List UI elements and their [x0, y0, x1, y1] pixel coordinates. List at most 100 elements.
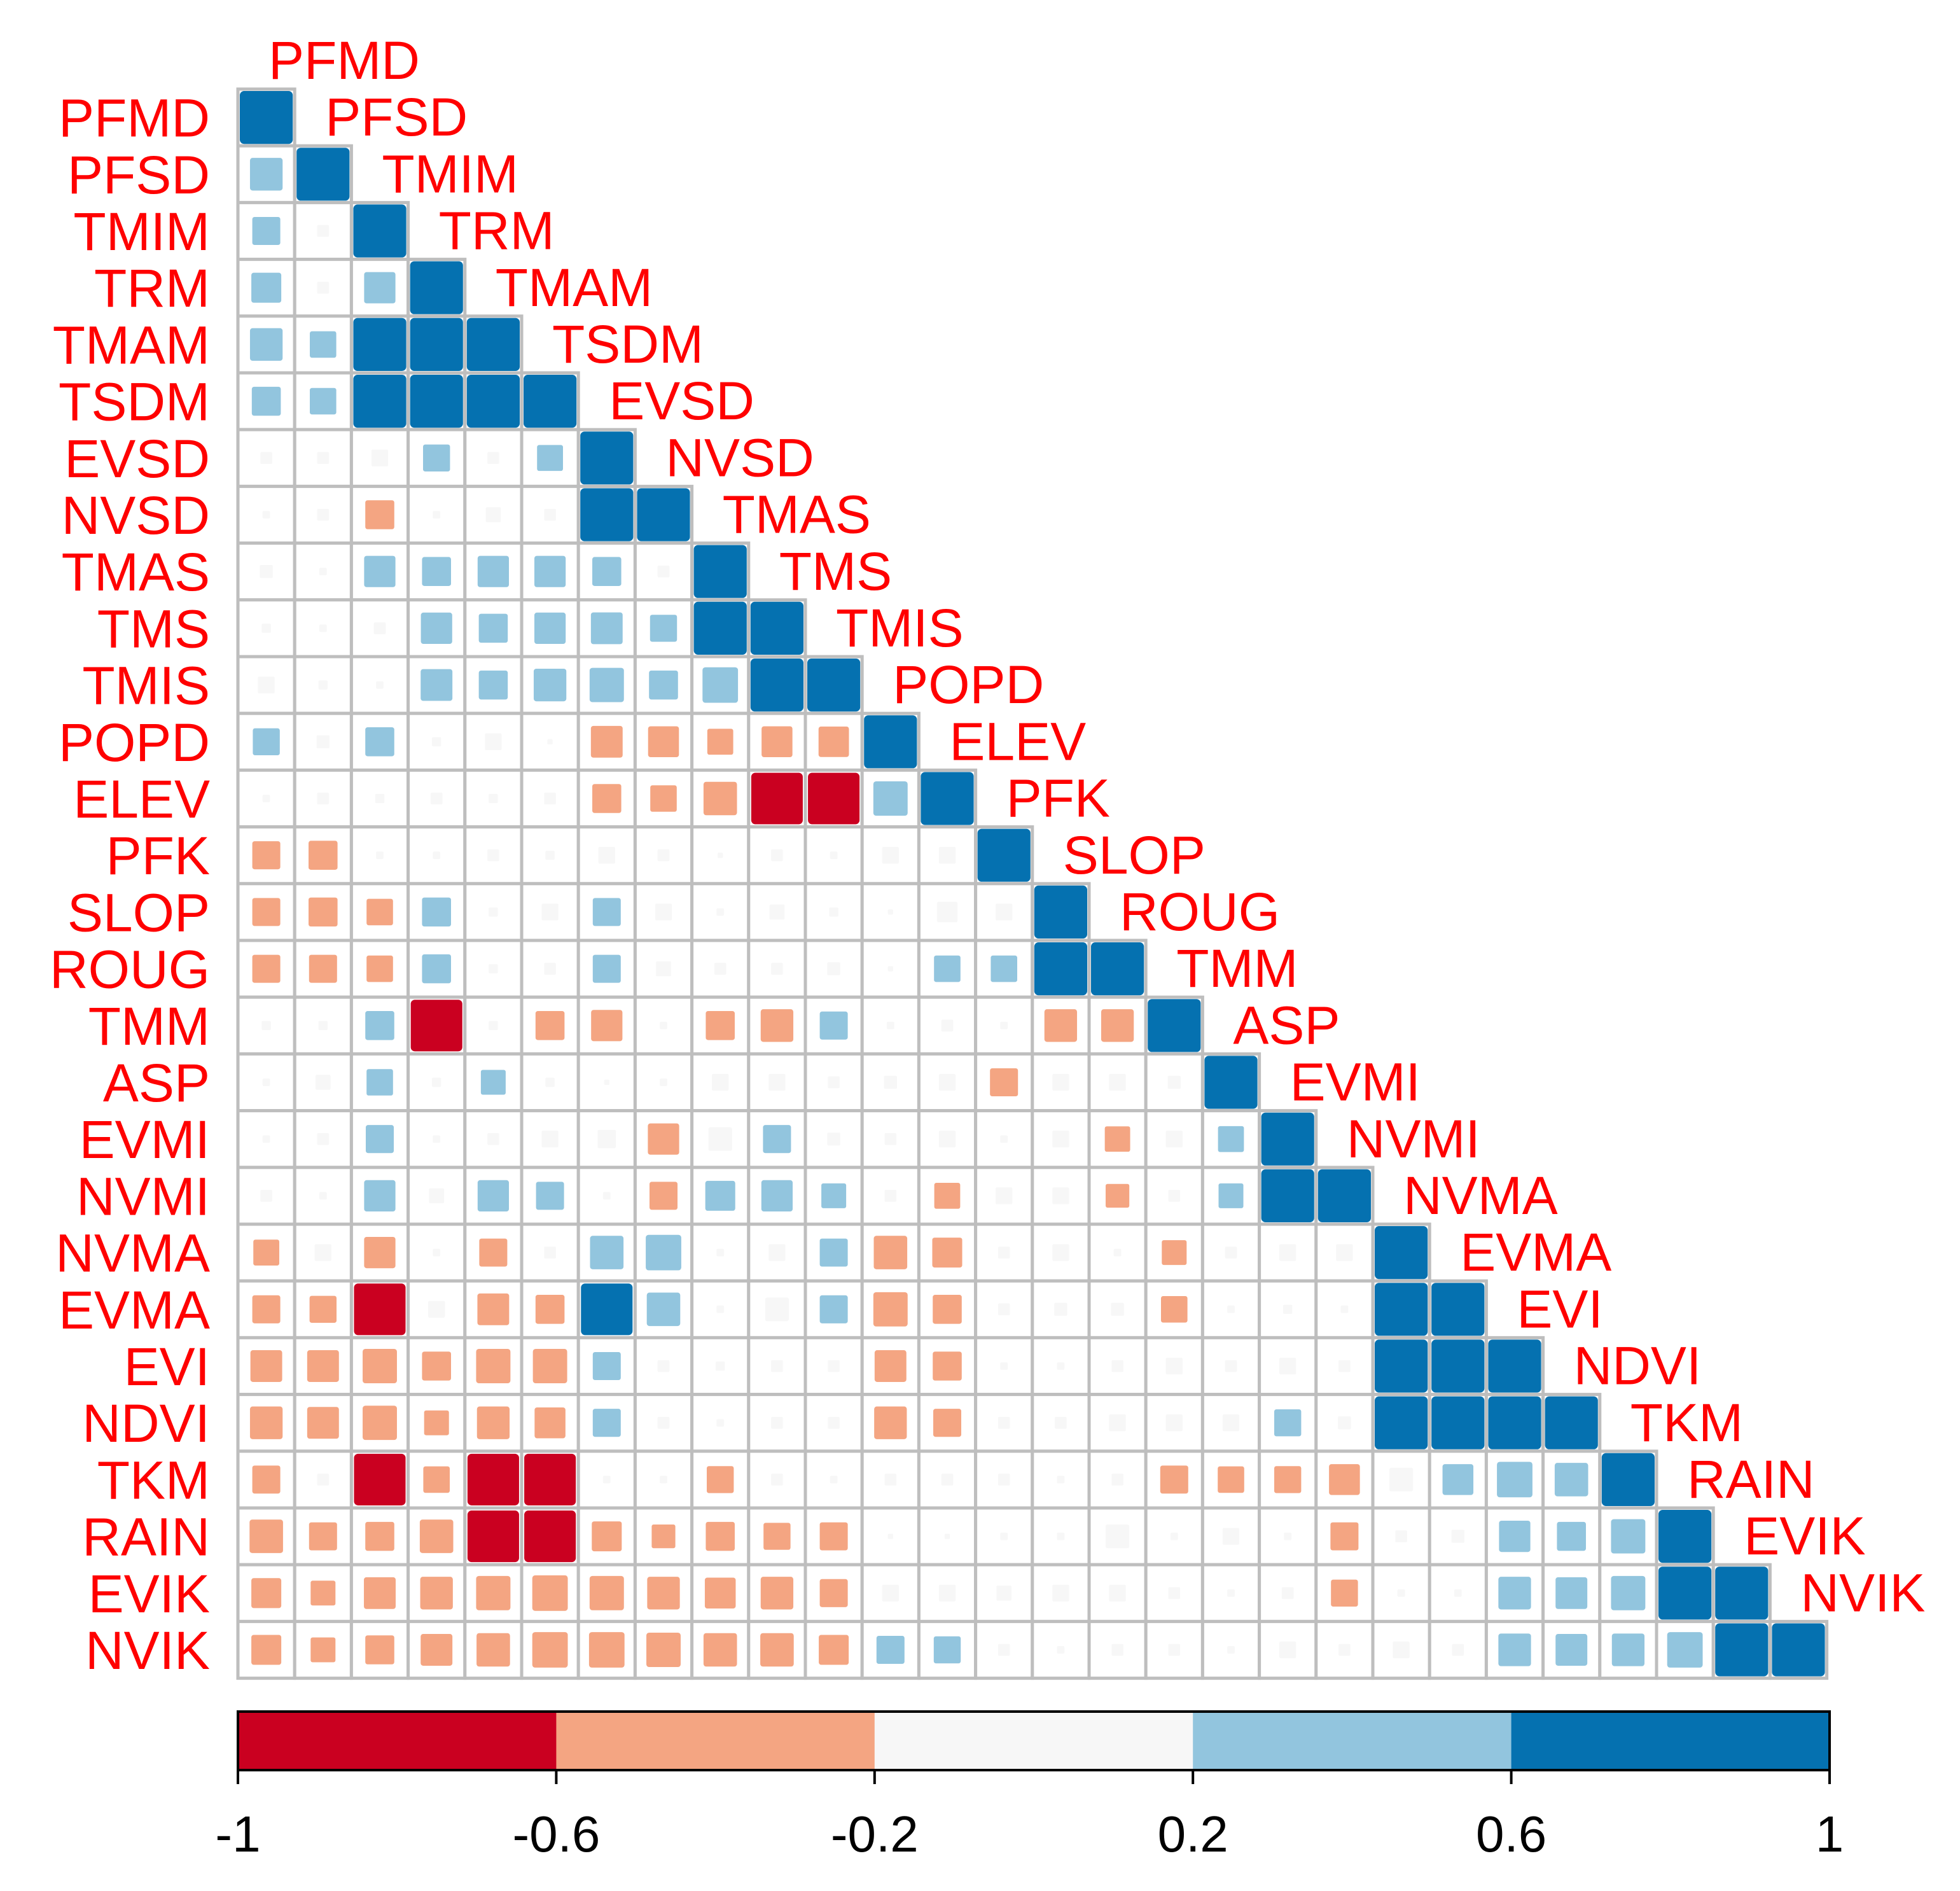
corr-square-EVMI-TMIM: [365, 1125, 394, 1154]
corr-square-POPD-TMAM: [485, 733, 502, 750]
corr-square-EVIK-TSDM: [532, 1575, 568, 1611]
corr-square-ELEV-TRM: [430, 792, 443, 805]
corr-square-TMIS-NVSD: [649, 670, 678, 700]
corr-square-PFK-NVSD: [657, 849, 670, 862]
corr-square-ASP-PFMD: [262, 1078, 270, 1086]
corr-square-EVIK-PFK: [996, 1586, 1011, 1601]
corr-square-EVI-EVI: [1488, 1339, 1541, 1393]
corr-square-RAIN-EVMA: [1451, 1530, 1464, 1543]
column-label-NVIK: NVIK: [1800, 1563, 1925, 1622]
corr-square-TMAM-TMIM: [353, 317, 407, 371]
corr-square-NVIK-RAIN: [1667, 1632, 1703, 1668]
corr-square-NDVI-TMIS: [828, 1416, 840, 1429]
row-label-EVSD: EVSD: [64, 429, 210, 489]
corr-square-EVMA-PFMD: [252, 1295, 281, 1323]
corr-square-NVIK-ASP: [1227, 1646, 1235, 1654]
corr-square-TKM-EVMA: [1442, 1464, 1474, 1495]
column-label-NDVI: NDVI: [1574, 1336, 1702, 1396]
column-label-EVIK: EVIK: [1744, 1506, 1865, 1566]
corr-square-EVIK-TMAS: [704, 1577, 736, 1609]
corr-square-TRM-TMIM: [364, 272, 396, 304]
corr-square-EVIK-TMS: [760, 1577, 794, 1610]
corr-square-EVMA-NVMI: [1340, 1305, 1349, 1313]
corr-square-SLOP-ELEV: [936, 902, 958, 923]
corr-square-SLOP-PFSD: [309, 897, 338, 927]
corr-square-EVMI-TRM: [433, 1135, 441, 1143]
corr-square-NVIK-TMIS: [819, 1635, 849, 1665]
corr-square-TMIS-TMIS: [807, 659, 861, 712]
corr-square-POPD-PFMD: [253, 728, 280, 756]
corr-square-TKM-NVSD: [660, 1476, 667, 1484]
corr-square-ROUG-PFMD: [252, 954, 281, 983]
corr-square-TMS-EVSD: [590, 612, 623, 645]
corr-square-EVMA-ROUG: [1111, 1302, 1124, 1316]
corr-square-PFK-TMAS: [718, 853, 723, 858]
corr-square-NVMA-NVMA: [1375, 1226, 1428, 1280]
corr-square-PFK-PFK: [977, 828, 1031, 882]
corr-square-SLOP-TMAS: [716, 908, 725, 916]
corr-square-NVIK-ELEV: [933, 1636, 961, 1664]
corr-square-TSDM-PFSD: [310, 387, 337, 415]
corr-square-EVMA-POPD: [873, 1292, 908, 1327]
corr-square-ASP-TMM: [1167, 1075, 1181, 1089]
corr-square-ELEV-POPD: [873, 781, 908, 816]
corr-square-NVMA-ASP: [1225, 1246, 1237, 1259]
corr-square-ASP-ASP: [1204, 1056, 1258, 1109]
corr-square-RAIN-ELEV: [944, 1533, 950, 1539]
corr-square-SLOP-TRM: [422, 897, 451, 927]
corr-square-TMM-TRM: [410, 1000, 462, 1052]
corr-square-NVIK-TRM: [420, 1634, 453, 1666]
corr-square-EVMA-TSDM: [535, 1295, 565, 1324]
corr-square-NDVI-EVMA: [1431, 1396, 1485, 1449]
corr-square-NVMA-POPD: [873, 1236, 908, 1269]
column-label-RAIN: RAIN: [1687, 1449, 1815, 1509]
corr-square-RAIN-TMS: [763, 1523, 791, 1550]
corr-square-TMM-TMM: [1148, 999, 1201, 1052]
corr-square-EVI-TRM: [422, 1351, 451, 1381]
corr-square-EVIK-RAIN: [1658, 1567, 1712, 1620]
corr-square-NDVI-POPD: [874, 1406, 907, 1439]
corr-square-EVI-PFMD: [250, 1350, 282, 1382]
corr-square-NVMA-TMIM: [364, 1236, 396, 1269]
corr-square-EVMA-TMS: [765, 1297, 789, 1322]
row-label-EVI: EVI: [124, 1337, 210, 1397]
corr-square-POPD-TMS: [761, 726, 793, 758]
corr-square-EVIK-EVMA: [1454, 1589, 1462, 1597]
corr-square-TMAS-TMAS: [693, 545, 747, 598]
corr-square-RAIN-ROUG: [1105, 1524, 1130, 1549]
corr-square-EVI-NVMI: [1338, 1360, 1351, 1372]
corr-square-TKM-TMAS: [706, 1466, 734, 1493]
row-labels: PFMDPFSDTMIMTRMTMAMTSDMEVSDNVSDTMASTMSTM…: [50, 88, 210, 1680]
row-label-PFSD: PFSD: [67, 145, 210, 205]
corr-square-NDVI-ROUG: [1109, 1414, 1126, 1432]
corr-square-EVIK-POPD: [882, 1584, 899, 1601]
corr-square-EVIK-TMIS: [819, 1579, 848, 1607]
corr-square-EVIK-EVI: [1498, 1577, 1531, 1610]
corr-square-NDVI-NVMI: [1338, 1416, 1351, 1430]
corr-square-NDVI-ELEV: [933, 1409, 962, 1437]
corr-square-TMIS-TMS: [750, 659, 803, 712]
corr-square-NVIK-EVI: [1498, 1633, 1531, 1666]
corr-square-SLOP-TMIM: [366, 898, 393, 926]
corr-square-NVSD-EVSD: [580, 488, 634, 541]
corr-square-TMM-TMAS: [705, 1011, 735, 1040]
corr-square-TKM-EVSD: [602, 1476, 611, 1484]
corr-square-TMM-NVSD: [660, 1021, 667, 1029]
corr-square-TMM-POPD: [886, 1021, 894, 1029]
corr-square-ROUG-TMIM: [366, 955, 393, 982]
corr-square-EVMA-NVMA: [1375, 1283, 1428, 1336]
corr-square-ELEV-TMS: [751, 772, 803, 825]
corr-square-NVMA-TMIS: [819, 1238, 848, 1267]
corr-square-TKM-TMAM: [467, 1453, 519, 1505]
corr-square-TMM-SLOP: [1044, 1009, 1078, 1042]
corr-square-TKM-NVMI: [1329, 1464, 1360, 1495]
corr-square-PFSD-PFSD: [296, 148, 350, 201]
corr-square-TKM-TMS: [771, 1474, 783, 1486]
column-label-TMS: TMS: [779, 541, 892, 601]
corr-square-NVIK-EVMA: [1452, 1643, 1464, 1656]
corr-square-TRM-TRM: [410, 261, 463, 314]
corr-square-EVMA-EVMI: [1282, 1304, 1293, 1315]
corr-square-RAIN-PFSD: [309, 1522, 337, 1551]
corr-square-TKM-SLOP: [1057, 1476, 1065, 1484]
cell-grid-EVI-EVMI: [1258, 1336, 1318, 1397]
